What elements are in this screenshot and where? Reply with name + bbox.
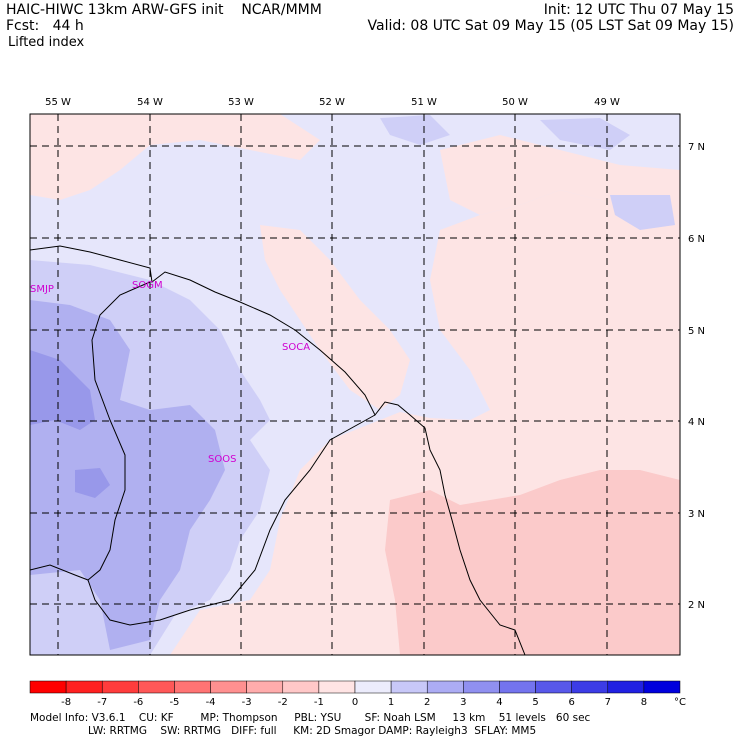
colorbar-tick-label: -8 <box>61 697 71 708</box>
longitude-label: 54 W <box>137 97 163 108</box>
field-pos-patch-far-east <box>610 195 675 230</box>
latitude-label: 3 N <box>688 509 705 520</box>
colorbar-swatch <box>282 680 320 694</box>
colorbar-swatch <box>318 680 356 694</box>
latitude-label: 7 N <box>688 142 705 153</box>
colorbar-tick-label: 8 <box>641 697 647 708</box>
coastlines <box>30 245 526 655</box>
colorbar-unit: °C <box>674 697 686 708</box>
colorbar-swatch <box>174 680 211 694</box>
colorbar-swatch <box>571 680 609 694</box>
longitude-label: 51 W <box>411 97 437 108</box>
lifted-index-field <box>30 114 680 655</box>
colorbar-tick-label: -1 <box>314 697 324 708</box>
colorbar-swatch <box>65 680 103 694</box>
latitude-label: 4 N <box>688 417 705 428</box>
forecast-hour: Fcst: 44 h <box>6 18 84 34</box>
colorbar-swatch <box>499 680 536 694</box>
station-label: SOCA <box>282 342 310 353</box>
colorbar-tick-label: 6 <box>568 697 574 708</box>
colorbar-swatch <box>643 680 681 694</box>
colorbar-swatch <box>101 680 139 694</box>
colorbar-tick-label: 0 <box>352 697 358 708</box>
colorbar-tick-label: -7 <box>97 697 107 708</box>
field-neg-patch-coast <box>260 225 410 410</box>
colorbar-swatch <box>535 680 572 694</box>
station-label: SOOS <box>208 454 236 465</box>
colorbar-tick-label: -2 <box>278 697 288 708</box>
latitude-label: 6 N <box>688 234 705 245</box>
colorbar-tick-label: 5 <box>532 697 538 708</box>
field-name: Lifted index <box>8 35 85 50</box>
colorbar-swatch <box>463 680 500 694</box>
border-west <box>87 281 376 626</box>
latitude-label: 5 N <box>688 326 705 337</box>
init-time: Init: 12 UTC Thu 07 May 15 <box>543 2 734 18</box>
colorbar-swatch <box>138 680 175 694</box>
valid-time: Valid: 08 UTC Sat 09 May 15 (05 LST Sat … <box>367 18 734 34</box>
coastline <box>30 245 526 655</box>
longitude-labels: 55 W 54 W 53 W 52 W 51 W 50 W 49 W <box>45 97 620 108</box>
map-frame <box>29 113 681 656</box>
footer-model-info: Model Info: V3.6.1 CU: KF MP: Thompson P… <box>30 712 591 724</box>
colorbar-tick-label: 7 <box>605 697 611 708</box>
station-markers: SMJP SOGM SOCA SOOS <box>30 280 310 465</box>
longitude-label: 53 W <box>228 97 254 108</box>
border-southwest <box>30 564 89 581</box>
longitude-label: 52 W <box>319 97 345 108</box>
colorbar-tick-label: 3 <box>460 697 466 708</box>
colorbar-swatch <box>426 680 464 694</box>
longitude-label: 49 W <box>594 97 620 108</box>
colorbar-tick-label: -3 <box>242 697 252 708</box>
longitude-label: 55 W <box>45 97 71 108</box>
field-neg-medium <box>385 470 680 655</box>
colorbar: -8 -7 -6 -5 -4 -3 -2 -1 0 1 2 3 4 5 6 7 8 °C <box>29 680 686 708</box>
colorbar-tick-label: -6 <box>133 697 143 708</box>
colorbar-swatch <box>29 680 67 694</box>
model-title: HAIC-HIWC 13km ARW-GFS init NCAR/MMM <box>6 2 322 18</box>
colorbar-swatch <box>607 680 645 694</box>
colorbar-swatch <box>246 680 284 694</box>
station-label: SOGM <box>132 280 163 291</box>
field-pos-deep-patch <box>75 468 110 498</box>
colorbar-tick-label: 1 <box>388 697 394 708</box>
footer-physics-info: LW: RRTMG SW: RRTMG DIFF: full KM: 2D Sm… <box>88 725 537 737</box>
field-pos-patch-east <box>380 115 450 145</box>
longitude-label: 50 W <box>502 97 528 108</box>
latitude-label: 2 N <box>688 600 705 611</box>
field-neg-patch-north <box>30 114 320 200</box>
latitude-labels: 7 N 6 N 5 N 4 N 3 N 2 N <box>688 142 705 611</box>
station-label: SMJP <box>30 284 54 295</box>
colorbar-swatch <box>354 680 392 694</box>
colorbar-tick-label: 4 <box>496 697 502 708</box>
lat-lon-grid <box>30 114 680 655</box>
colorbar-tick-label: -4 <box>206 697 216 708</box>
field-pos-deep <box>30 350 95 430</box>
colorbar-tick-label: 2 <box>424 697 430 708</box>
colorbar-swatch <box>210 680 247 694</box>
colorbar-tick-label: -5 <box>169 697 179 708</box>
colorbar-swatch <box>390 680 428 694</box>
